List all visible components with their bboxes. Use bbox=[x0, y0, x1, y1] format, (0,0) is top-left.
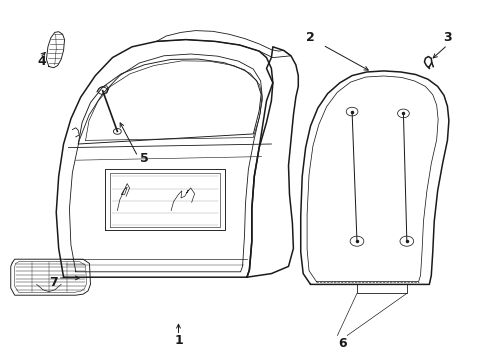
Text: 3: 3 bbox=[442, 31, 451, 44]
Text: 5: 5 bbox=[140, 152, 148, 165]
Text: 7: 7 bbox=[49, 276, 58, 289]
Text: 1: 1 bbox=[174, 334, 183, 347]
Text: 4: 4 bbox=[37, 55, 46, 68]
Text: 2: 2 bbox=[305, 31, 314, 44]
Text: 6: 6 bbox=[337, 337, 346, 350]
